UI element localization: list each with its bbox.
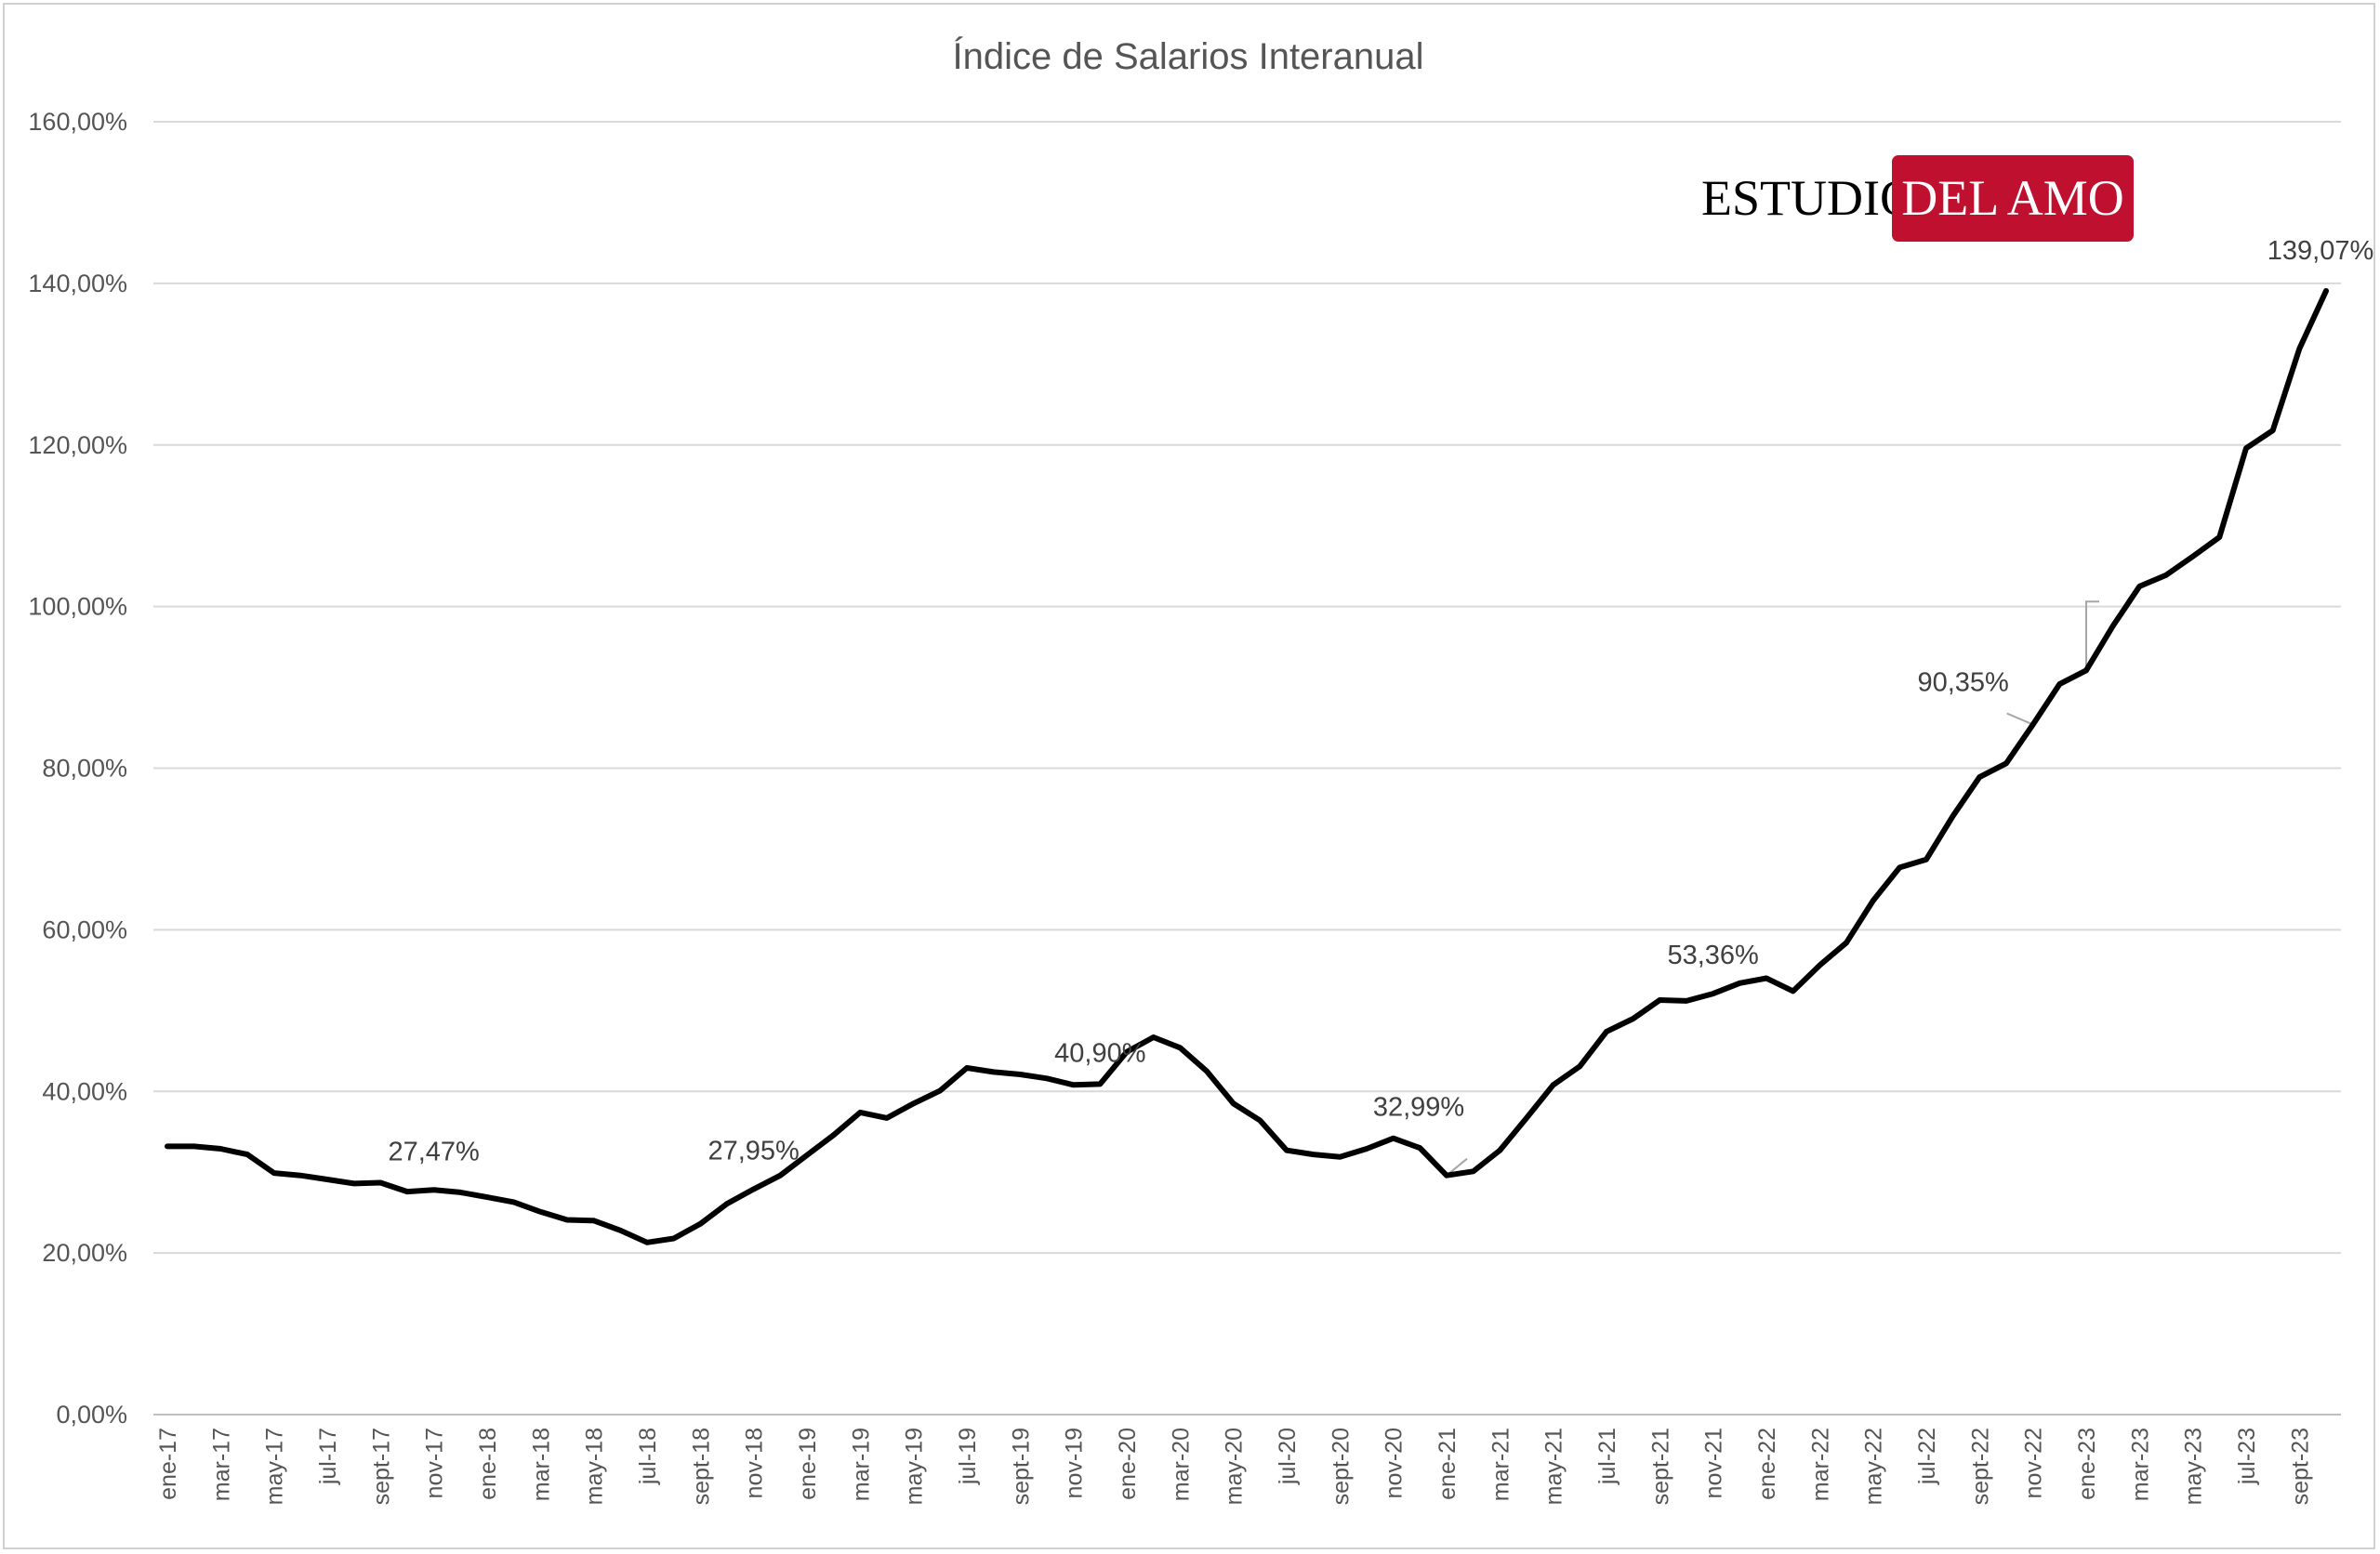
x-tick-label: may-17 [262,1428,288,1505]
x-tick-label: nov-20 [1382,1428,1408,1498]
x-axis-tick-labels: ene-17 mar-17 may-17 jul-17 sept-17 nov-17 ene… [155,1428,2313,1505]
x-tick-label: may-19 [902,1428,928,1505]
x-tick-label: sept-20 [1328,1428,1354,1505]
x-tick-label: nov-21 [1701,1428,1727,1498]
x-tick-label: mar-22 [1807,1428,1833,1501]
y-tick-label: 100,00% [28,593,127,621]
x-tick-label: may-21 [1541,1428,1567,1505]
data-label: 27,47% [388,1137,479,1166]
x-tick-label: sept-23 [2287,1428,2313,1505]
x-tick-label: ene-21 [1435,1428,1461,1500]
x-tick-label: ene-23 [2074,1428,2100,1500]
y-tick-label: 80,00% [42,755,127,783]
x-tick-label: sept-17 [368,1428,394,1505]
x-tick-label: mar-18 [528,1428,554,1501]
data-label: 27,95% [707,1136,799,1166]
x-tick-label: nov-19 [1062,1428,1088,1498]
x-tick-label: may-18 [582,1428,608,1505]
series-line [165,288,2329,1245]
data-label: 53,36% [1667,941,1758,970]
logo-box [1892,155,2134,242]
y-tick-label: 0,00% [56,1401,127,1429]
x-tick-label: may-20 [1222,1428,1248,1505]
x-tick-label: ene-20 [1115,1428,1141,1500]
y-tick-label: 160,00% [28,108,127,136]
x-tick-label: may-22 [1861,1428,1887,1505]
chart-title: Índice de Salarios Interanual [953,35,1424,77]
x-tick-label: mar-23 [2127,1428,2153,1501]
x-tick-label: jul-17 [315,1428,341,1485]
data-label: 32,99% [1373,1093,1464,1123]
x-tick-label: jul-18 [635,1428,661,1485]
x-tick-label: jul-23 [2234,1428,2260,1485]
data-labels: 27,47% 27,95% 40,90% 32,99% 53,36% 90,35% 139,… [388,236,2373,1166]
x-tick-label: sept-22 [1967,1428,1993,1505]
x-tick-label: ene-18 [475,1428,501,1500]
x-tick-label: ene-19 [795,1428,821,1500]
y-tick-label: 40,00% [42,1077,127,1105]
y-tick-label: 60,00% [42,915,127,943]
x-tick-label: mar-19 [848,1428,874,1501]
gridlines [153,121,2341,1255]
data-label: 139,07% [2268,236,2374,266]
x-tick-label: may-23 [2181,1428,2207,1505]
x-tick-label: mar-17 [208,1428,234,1501]
chart-frame [3,3,2375,1549]
estudio-del-amo-logo: ESTUDIO DEL AMO [1701,155,2134,242]
x-tick-label: nov-22 [2021,1428,2047,1498]
x-tick-label: nov-18 [742,1428,768,1498]
x-tick-label: mar-20 [1168,1428,1194,1501]
data-label: 90,35% [1917,668,2008,698]
x-tick-label: ene-22 [1754,1428,1780,1500]
x-tick-label: sept-21 [1647,1428,1673,1505]
x-tick-label: jul-22 [1914,1428,1940,1485]
logo-right-text: DEL AMO [1901,170,2124,226]
x-tick-label: jul-20 [1275,1428,1301,1485]
x-tick-label: sept-19 [1008,1428,1034,1505]
y-axis-tick-labels: 0,00% 20,00% 40,00% 60,00% 80,00% 100,00% 120,… [28,108,127,1429]
y-tick-label: 140,00% [28,270,127,297]
x-tick-label: ene-17 [155,1428,181,1500]
x-tick-label: sept-18 [688,1428,714,1505]
data-label: 40,90% [1054,1038,1145,1068]
y-tick-label: 120,00% [28,431,127,459]
x-tick-label: mar-21 [1488,1428,1514,1501]
leader-line [2006,712,2034,726]
logo-left-text: ESTUDIO [1701,170,1916,226]
x-tick-label: jul-21 [1594,1428,1620,1485]
y-tick-label: 20,00% [42,1239,127,1267]
x-tick-label: nov-17 [422,1428,448,1498]
x-tick-label: jul-19 [955,1428,981,1485]
leader-line [2085,600,2099,671]
